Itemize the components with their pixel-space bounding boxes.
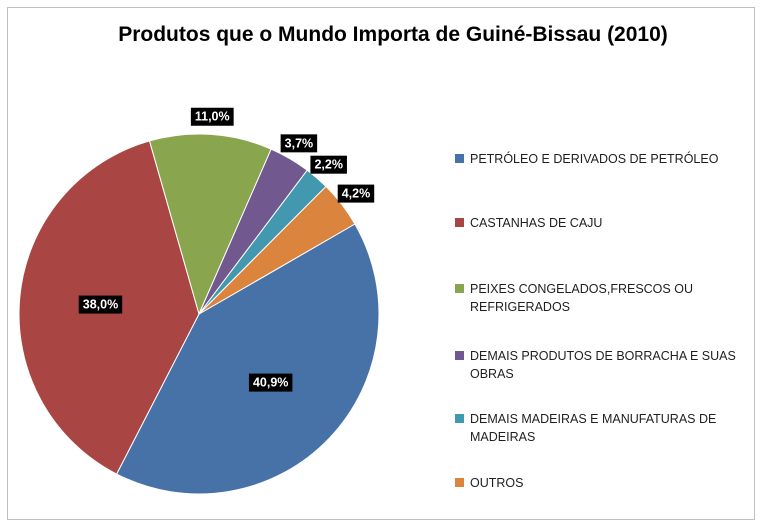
legend-swatch [455,351,464,360]
data-label-box [310,155,347,174]
legend-item: CASTANHAS DE CAJU [455,214,755,232]
data-label-box [78,295,123,314]
data-label-box [248,373,293,392]
pie-slice [198,185,356,315]
data-label-box [190,107,234,126]
data-label: 40,9% [248,373,293,392]
data-label-text: 3,7% [285,136,314,150]
legend-label: OUTROS [470,476,524,490]
data-label-box [280,134,318,153]
data-label-text: 40,9% [253,376,288,390]
data-label-text: 38,0% [83,298,118,312]
legend-label: DEMAIS PRODUTOS DE BORRACHA E SUAS OBRAS [470,349,736,381]
data-label: 11,0% [190,107,234,126]
data-label-text: 2,2% [314,158,343,172]
data-label: 2,2% [310,155,347,174]
legend-label: CASTANHAS DE CAJU [470,216,603,230]
data-label: 3,7% [280,134,318,153]
data-label-text: 11,0% [195,110,230,124]
data-label-box [337,184,375,203]
pie-slice [148,133,272,316]
pie-slice [115,223,380,495]
legend-swatch [455,478,464,487]
legend-label: PEIXES CONGELADOS,FRESCOS OU REFRIGERADO… [470,282,693,314]
data-label-text: 4,2% [342,187,371,201]
legend-swatch [455,154,464,163]
legend-item: DEMAIS PRODUTOS DE BORRACHA E SUAS OBRAS [455,347,755,383]
legend-item: DEMAIS MADEIRAS E MANUFATURAS DE MADEIRA… [455,410,755,446]
legend-swatch [455,284,464,293]
legend-item: PEIXES CONGELADOS,FRESCOS OU REFRIGERADO… [455,280,755,316]
chart-title: Produtos que o Mundo Importa de Guiné-Bi… [118,23,668,46]
legend-label: DEMAIS MADEIRAS E MANUFATURAS DE MADEIRA… [470,412,717,444]
legend-label: PETRÓLEO E DERIVADOS DE PETRÓLEO [470,152,719,166]
legend-item: OUTROS [455,474,755,492]
legend-item: PETRÓLEO E DERIVADOS DE PETRÓLEO [455,150,755,168]
data-label: 38,0% [78,295,123,314]
legend-swatch [455,218,464,227]
data-label: 4,2% [337,184,375,203]
legend-swatch [455,414,464,423]
